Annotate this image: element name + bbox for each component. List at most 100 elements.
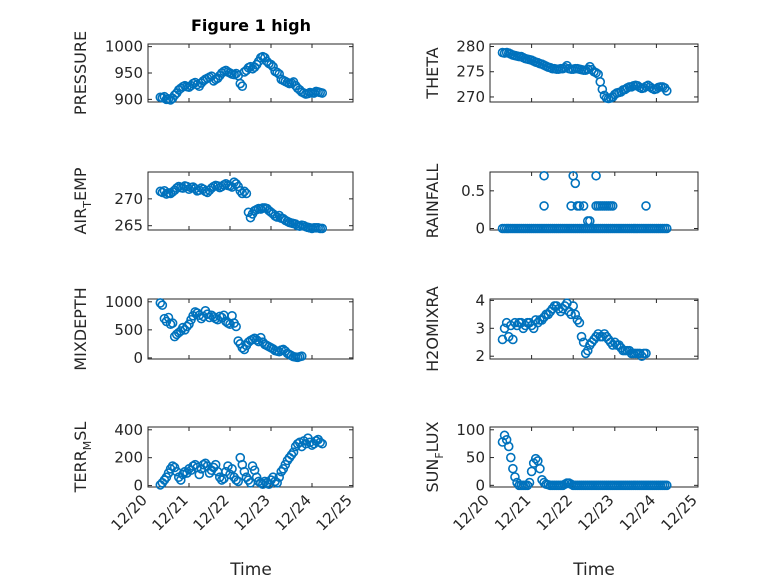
data-point: [239, 466, 250, 477]
data-point: [526, 466, 537, 477]
y-axis-label: PRESSURE: [71, 31, 90, 115]
data-point: [217, 475, 227, 485]
y-tick-label: 1000: [105, 293, 143, 311]
y-tick-label: 50: [466, 449, 485, 467]
y-tick-label: 4: [475, 291, 485, 309]
y-tick-label: 400: [114, 421, 143, 439]
axes-air_temp: 265 270 AIRTEMP: [71, 167, 354, 235]
data-point: [582, 64, 593, 75]
data-point: [539, 201, 549, 211]
data-point: [155, 298, 166, 308]
x-tick-label: 12/23: [231, 491, 274, 534]
data-point: [274, 472, 285, 483]
axes-theta: 270 275 280 THETA: [423, 38, 699, 106]
data-point: [607, 201, 618, 211]
y-tick-label: 0: [133, 349, 143, 367]
data-point: [317, 88, 328, 98]
data-point: [505, 452, 516, 463]
data-point: [510, 472, 520, 482]
y-tick-label: 500: [114, 321, 143, 339]
data-point: [597, 84, 608, 95]
data-point: [591, 201, 601, 211]
data-point: [570, 309, 581, 320]
y-tick-label: 950: [114, 64, 143, 82]
x-tick-label: 12/20: [108, 491, 151, 534]
axes-pressure: 900 950 1000 PRESSURE: [71, 31, 354, 115]
data-point: [272, 212, 282, 222]
data-point: [503, 441, 514, 452]
data-point: [235, 78, 246, 89]
figure-title: Figure 1 high: [191, 16, 311, 35]
data-point: [157, 300, 168, 310]
data-point: [272, 478, 282, 488]
data-point: [167, 318, 178, 328]
data-point: [641, 201, 651, 211]
data-point: [317, 438, 328, 449]
y-tick-label: 3: [475, 319, 485, 337]
y-tick-label: 275: [456, 63, 485, 81]
data-point: [231, 475, 241, 485]
axes-mixdepth: 0 500 1000 MIXDEPTH: [71, 287, 354, 371]
data-point: [582, 345, 593, 356]
x-axis-label-left: Time: [229, 560, 272, 580]
y-tick-label: 100: [456, 421, 485, 439]
x-tick-label: 12/25: [658, 491, 701, 534]
y-axis-label: MIXDEPTH: [71, 287, 90, 370]
y-tick-label: 280: [456, 38, 485, 56]
data-point: [570, 178, 581, 189]
data-point: [661, 480, 672, 491]
data-point: [176, 475, 186, 485]
y-tick-label: 270: [114, 190, 143, 208]
y-tick-label: 200: [114, 449, 143, 467]
y-tick-label: 0: [475, 476, 485, 494]
y-axis-label: AIRTEMP: [71, 167, 94, 234]
data-point: [184, 319, 194, 330]
data-point: [317, 223, 328, 234]
data-point: [524, 477, 535, 488]
x-axis-label-right: Time: [572, 560, 615, 580]
data-point: [239, 186, 250, 197]
data-point: [568, 301, 579, 311]
y-tick-label: 265: [114, 217, 143, 235]
data-point: [288, 447, 299, 457]
x-tick-label: 12/25: [313, 491, 356, 534]
axes-box: [147, 171, 354, 231]
data-point: [182, 321, 192, 332]
axes-box: [147, 298, 354, 360]
y-axis-label: H2OMIXRA: [423, 286, 442, 372]
y-axis-label: RAINFALL: [423, 164, 442, 239]
data-point: [296, 351, 307, 361]
data-point: [188, 461, 198, 471]
data-point: [578, 201, 589, 211]
x-tick-label: 12/22: [533, 491, 576, 534]
axes-box: [489, 298, 699, 360]
data-point: [530, 453, 541, 464]
data-point: [233, 476, 243, 487]
data-point: [245, 61, 256, 72]
y-tick-label: 900: [114, 90, 143, 108]
data-point: [225, 319, 235, 330]
data-point: [574, 317, 585, 328]
y-tick-label: 0.5: [461, 182, 485, 200]
data-point: [194, 469, 205, 480]
y-tick-label: 0: [133, 477, 143, 495]
x-tick-label: 12/24: [272, 491, 315, 534]
axes-rainfall: 0 0.5 RAINFALL: [423, 164, 699, 239]
data-point: [499, 430, 510, 441]
data-point: [535, 463, 545, 474]
x-tick-label: 12/23: [574, 491, 617, 534]
data-point: [661, 86, 672, 96]
y-tick-label: 2: [475, 347, 485, 365]
data-point: [661, 223, 672, 234]
x-tick-label: 12/22: [190, 491, 233, 534]
y-axis-label: SUNFLUX: [423, 421, 446, 492]
axes-h2omixra: 2 3 4 H2OMIXRA: [423, 286, 699, 372]
data-point: [241, 188, 252, 199]
y-tick-label: 1000: [105, 38, 143, 56]
x-tick-label: 12/20: [450, 491, 493, 534]
data-point: [231, 321, 241, 332]
